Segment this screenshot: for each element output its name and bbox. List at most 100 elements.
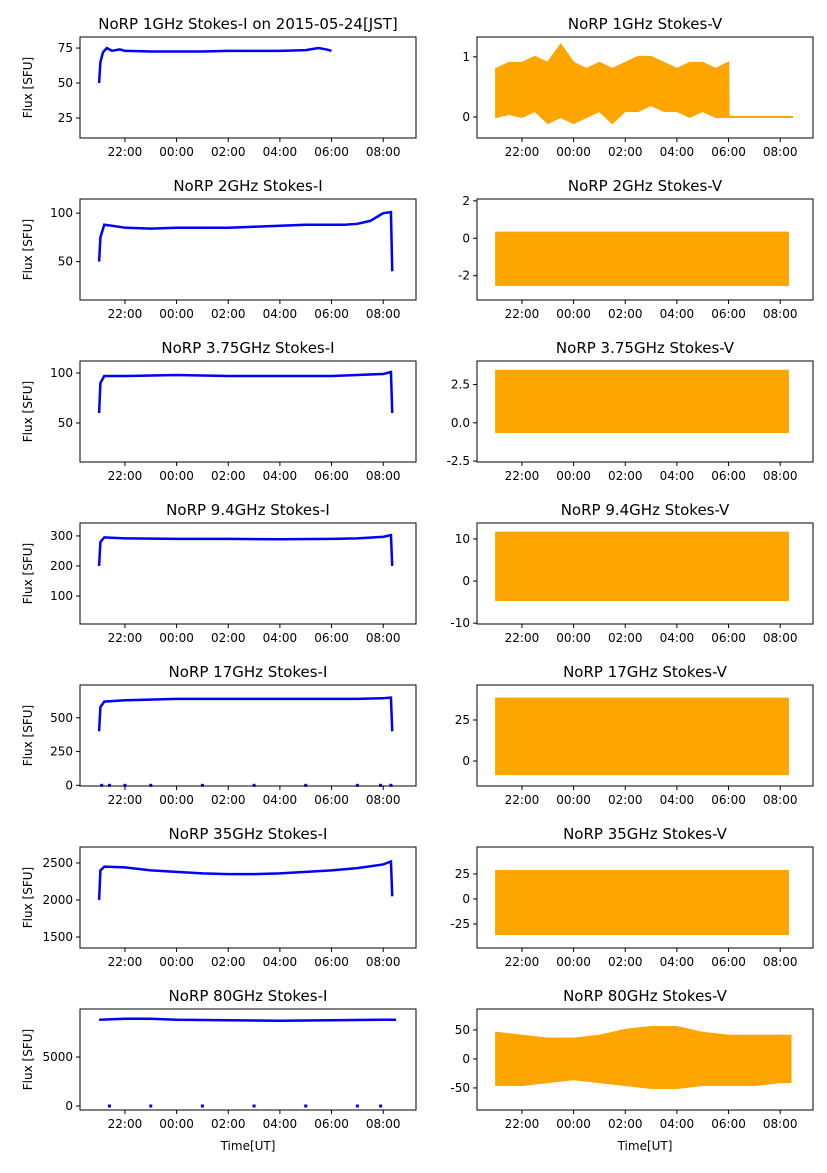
subplot: NoRP 1GHz Stokes-I on 2015-05-24[JST] Flu… xyxy=(21,15,417,159)
y-tick-label: 200 xyxy=(50,559,73,573)
subplot: NoRP 80GHz Stokes-I Flux [SFU] Time[UT] 22:… xyxy=(21,987,417,1153)
x-tick-label: 04:00 xyxy=(660,307,695,321)
axes-frame xyxy=(79,198,417,301)
axes-frame xyxy=(79,684,417,787)
x-tick-label: 08:00 xyxy=(763,1117,798,1131)
x-tick-label: 22:00 xyxy=(108,955,143,969)
x-tick-label: 02:00 xyxy=(608,145,643,159)
x-tick-label: 22:00 xyxy=(505,145,540,159)
outlier-point xyxy=(355,783,359,787)
x-tick-label: 00:00 xyxy=(159,469,194,483)
outlier-point xyxy=(149,783,153,787)
subplot: NoRP 9.4GHz Stokes-V 22:00 00:00 02:00 04:00… xyxy=(450,501,814,645)
x-tick-label: 06:00 xyxy=(314,307,349,321)
x-tick-label: 08:00 xyxy=(763,955,798,969)
x-tick-label: 08:00 xyxy=(763,793,798,807)
x-tick-label: 08:00 xyxy=(366,793,401,807)
outlier-point xyxy=(107,783,111,787)
x-tick-label: 08:00 xyxy=(366,1117,401,1131)
y-axis-label: Flux [SFU] xyxy=(21,381,35,442)
x-tick-label: 00:00 xyxy=(556,793,591,807)
axes-frame xyxy=(476,36,814,139)
x-tick-label: 02:00 xyxy=(608,469,643,483)
y-tick-label: 2500 xyxy=(42,856,73,870)
x-tick-label: 00:00 xyxy=(556,1117,591,1131)
flux-line xyxy=(97,533,394,567)
y-tick-label: 100 xyxy=(50,366,73,380)
x-tick-label: 06:00 xyxy=(711,955,746,969)
x-tick-label: 04:00 xyxy=(263,631,298,645)
x-tick-label: 00:00 xyxy=(159,793,194,807)
x-tick-label: 08:00 xyxy=(366,307,401,321)
flux-band xyxy=(495,231,789,287)
x-tick-label: 22:00 xyxy=(108,631,143,645)
y-tick-label: 2 xyxy=(462,194,470,208)
subplot-title: NoRP 2GHz Stokes-V xyxy=(568,177,723,195)
x-tick-label: 02:00 xyxy=(211,793,246,807)
x-tick-label: 06:00 xyxy=(314,469,349,483)
x-tick-label: 04:00 xyxy=(660,1117,695,1131)
x-tick-label: 00:00 xyxy=(556,307,591,321)
subplot-title: NoRP 80GHz Stokes-I xyxy=(169,987,328,1005)
subplot-title: NoRP 17GHz Stokes-V xyxy=(563,663,728,681)
x-tick-label: 04:00 xyxy=(263,955,298,969)
outlier-point xyxy=(379,783,383,787)
x-tick-label: 02:00 xyxy=(608,1117,643,1131)
subplot: NoRP 35GHz Stokes-I Flux [SFU] 22:00 00:00 0… xyxy=(21,825,417,969)
y-tick-label: 25 xyxy=(455,713,470,727)
y-tick-label: 250 xyxy=(50,745,73,759)
x-tick-label: 04:00 xyxy=(660,955,695,969)
y-tick-label: 0 xyxy=(462,1052,470,1066)
x-tick-label: 04:00 xyxy=(263,1117,298,1131)
axes-frame xyxy=(79,36,417,139)
x-tick-label: 04:00 xyxy=(660,469,695,483)
x-tick-label: 06:00 xyxy=(711,793,746,807)
subplot-title: NoRP 35GHz Stokes-I xyxy=(169,825,328,843)
flux-line xyxy=(97,370,394,414)
x-tick-label: 06:00 xyxy=(314,955,349,969)
x-tick-label: 22:00 xyxy=(505,469,540,483)
subplot-title: NoRP 3.75GHz Stokes-V xyxy=(556,339,735,357)
x-tick-label: 00:00 xyxy=(159,307,194,321)
outlier-point xyxy=(200,783,204,787)
x-tick-label: 22:00 xyxy=(505,631,540,645)
x-tick-label: 04:00 xyxy=(660,631,695,645)
x-axis-label: Time[UT] xyxy=(220,1139,276,1153)
axes-frame xyxy=(79,846,417,949)
subplot-title: NoRP 2GHz Stokes-I xyxy=(173,177,322,195)
outlier-point xyxy=(304,783,308,787)
x-tick-label: 02:00 xyxy=(211,631,246,645)
x-tick-label: 08:00 xyxy=(763,145,798,159)
y-tick-label: 1 xyxy=(462,50,470,64)
x-tick-label: 00:00 xyxy=(159,955,194,969)
y-tick-label: 0 xyxy=(462,231,470,245)
outlier-point xyxy=(389,783,393,787)
y-tick-label: 0 xyxy=(462,574,470,588)
subplot-title: NoRP 1GHz Stokes-V xyxy=(568,15,723,33)
x-tick-label: 02:00 xyxy=(608,631,643,645)
x-tick-label: 04:00 xyxy=(660,793,695,807)
subplot: NoRP 17GHz Stokes-V 22:00 00:00 02:00 04:00 0… xyxy=(455,663,814,807)
x-tick-label: 02:00 xyxy=(608,793,643,807)
x-tick-label: 22:00 xyxy=(108,469,143,483)
x-tick-label: 00:00 xyxy=(556,631,591,645)
y-tick-label: 0 xyxy=(65,778,73,792)
x-tick-label: 06:00 xyxy=(314,631,349,645)
x-tick-label: 08:00 xyxy=(366,955,401,969)
axes-frame xyxy=(79,522,417,625)
outlier-point xyxy=(107,1104,111,1108)
axes-frame xyxy=(476,522,814,625)
subplot-title: NoRP 9.4GHz Stokes-V xyxy=(561,501,730,519)
y-axis-label: Flux [SFU] xyxy=(21,57,35,118)
x-tick-label: 06:00 xyxy=(711,1117,746,1131)
x-tick-label: 00:00 xyxy=(159,631,194,645)
x-tick-label: 04:00 xyxy=(660,145,695,159)
axes-frame xyxy=(79,360,417,463)
y-tick-label: 2000 xyxy=(42,893,73,907)
outlier-point xyxy=(252,783,256,787)
x-tick-label: 06:00 xyxy=(314,793,349,807)
subplot-title: NoRP 1GHz Stokes-I on 2015-05-24[JST] xyxy=(98,15,398,33)
y-tick-label: -50 xyxy=(450,1081,470,1095)
y-tick-label: 50 xyxy=(455,1023,470,1037)
y-axis-label: Flux [SFU] xyxy=(21,705,35,766)
